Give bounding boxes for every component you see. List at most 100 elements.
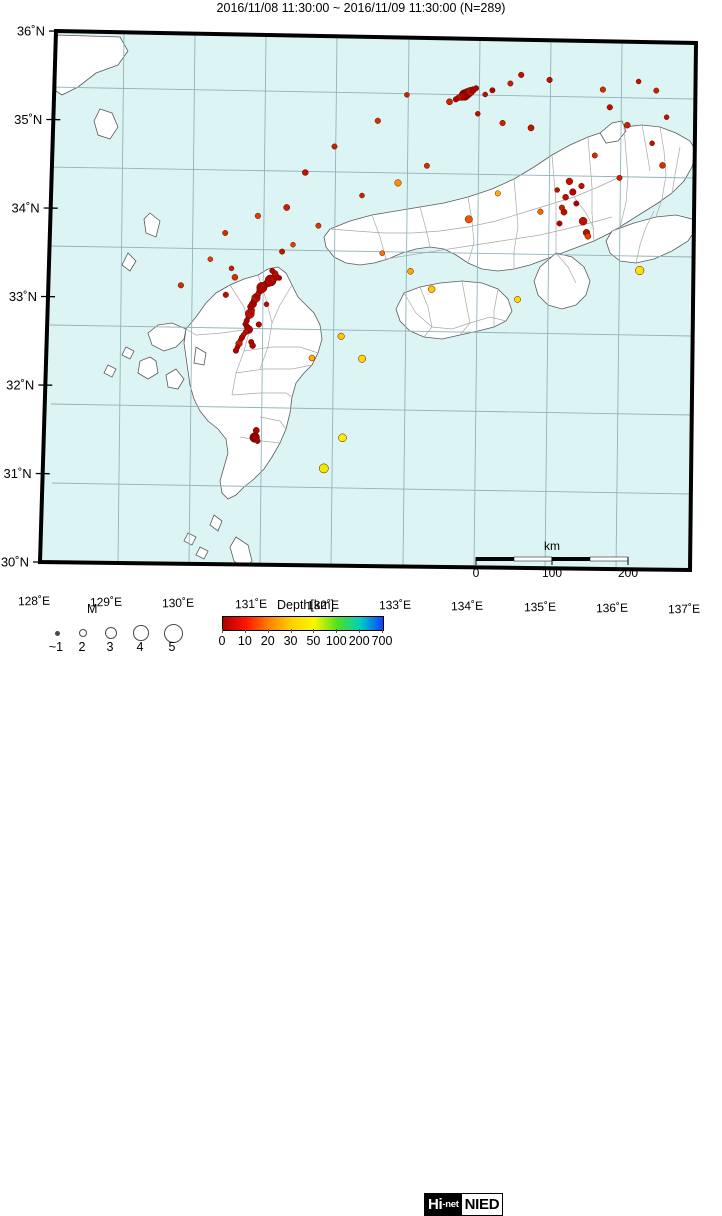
epicenter-marker <box>574 201 579 206</box>
epicenter-marker <box>255 213 261 219</box>
colorbar-tick <box>313 629 314 633</box>
epicenter-marker <box>428 286 435 293</box>
longitude-label: 136˚E <box>596 601 628 616</box>
epicenter-marker <box>208 257 213 262</box>
epicenter-marker <box>264 302 269 307</box>
epicenter-marker <box>277 276 282 281</box>
magnitude-label: 4 <box>124 640 156 654</box>
epicenter-marker <box>654 88 659 93</box>
magnitude-legend-title: M <box>87 602 97 616</box>
epicenter-marker <box>375 118 381 124</box>
epicenter-marker <box>316 223 321 228</box>
scale-bar-unit: km <box>544 539 560 553</box>
logo-net-text: -net <box>442 1199 458 1210</box>
epicenter-marker <box>250 343 256 349</box>
epicenter-marker <box>229 266 234 271</box>
epicenter-marker <box>518 72 524 78</box>
epicenter-marker <box>566 178 573 185</box>
epicenter-marker <box>465 216 472 223</box>
epicenter-marker <box>636 79 641 84</box>
epicenter-marker <box>232 274 238 280</box>
magnitude-symbol <box>105 627 117 639</box>
ocean-background <box>40 31 696 570</box>
epicenter-marker <box>223 292 229 298</box>
epicenter-marker <box>650 141 655 146</box>
magnitude-label: 5 <box>156 640 188 654</box>
epicenter-marker <box>380 251 385 256</box>
epicenter-marker <box>664 115 669 120</box>
epicenter-marker <box>339 434 347 442</box>
colorbar-tick <box>291 629 292 633</box>
magnitude-symbol <box>133 625 149 641</box>
longitude-label: 137˚E <box>668 602 700 617</box>
epicenter-marker <box>514 296 520 302</box>
latitude-label: 33˚N <box>9 289 37 304</box>
epicenter-marker <box>302 170 308 176</box>
epicenter-marker <box>270 268 275 273</box>
epicenter-marker <box>332 144 337 149</box>
latitude-label: 36˚N <box>17 24 45 39</box>
latitude-label: 34˚N <box>12 201 40 216</box>
epicenter-marker <box>319 464 328 473</box>
epicenter-marker <box>408 268 414 274</box>
map-canvas: km 0 100 200 36˚N35˚N34˚N33˚N32˚N31˚N30˚… <box>0 17 722 590</box>
longitude-label: 134˚E <box>451 599 483 614</box>
hinet-logo-text: Hi-net <box>425 1194 462 1215</box>
colorbar-label: 700 <box>369 634 395 648</box>
epicenter-marker <box>635 266 644 275</box>
epicenter-marker <box>592 153 597 158</box>
epicenter-marker <box>495 191 500 196</box>
latitude-label: 30˚N <box>1 555 29 570</box>
epicenter-marker <box>446 99 452 105</box>
epicenter-marker <box>579 217 587 225</box>
epicenter-marker <box>563 194 569 200</box>
epicenter-marker <box>255 438 260 443</box>
epicenter-marker <box>624 122 630 128</box>
epicenter-marker <box>483 92 488 97</box>
nied-logo-text: NIED <box>462 1194 503 1215</box>
epicenter-marker <box>570 189 577 196</box>
epicenter-marker <box>233 348 239 354</box>
epicenter-marker <box>500 120 506 126</box>
logo-hi-text: Hi <box>428 1196 442 1213</box>
colorbar-tick <box>268 629 269 633</box>
epicenter-marker <box>660 162 666 168</box>
colorbar-tick <box>382 629 383 633</box>
epicenter-marker <box>538 209 544 215</box>
depth-colorbar-ticks <box>222 629 382 633</box>
epicenter-marker <box>358 355 365 362</box>
epicenter-marker <box>547 77 553 83</box>
latitude-label: 32˚N <box>6 378 34 393</box>
colorbar-tick <box>245 629 246 633</box>
epicenter-marker <box>557 221 562 226</box>
colorbar-tick <box>336 629 337 633</box>
depth-legend-title: Depth[km] <box>218 598 393 612</box>
epicenter-marker <box>490 88 495 93</box>
epicenter-marker <box>360 193 365 198</box>
epicenter-marker <box>475 111 480 116</box>
hinet-nied-logo: Hi-net NIED <box>424 1193 503 1216</box>
epicenter-marker <box>291 242 296 247</box>
epicenter-marker <box>508 81 513 86</box>
epicenter-marker <box>279 249 284 254</box>
epicenter-marker <box>223 230 228 235</box>
epicenter-marker <box>555 188 560 193</box>
epicenter-marker <box>284 204 290 210</box>
epicenter-marker <box>600 87 606 93</box>
epicenter-marker <box>579 183 585 189</box>
epicenter-marker <box>453 97 459 103</box>
epicenter-marker <box>338 333 345 340</box>
epicenter-marker <box>585 233 591 239</box>
longitude-label: 135˚E <box>523 600 555 615</box>
magnitude-symbol <box>79 629 88 638</box>
epicenter-marker <box>256 322 262 328</box>
epicenter-marker <box>607 105 613 111</box>
epicenter-marker <box>404 92 409 97</box>
epicenter-marker <box>424 163 429 168</box>
page-title: 2016/11/08 11:30:00 ~ 2016/11/09 11:30:0… <box>0 0 722 17</box>
latitude-label: 35˚N <box>14 112 42 127</box>
